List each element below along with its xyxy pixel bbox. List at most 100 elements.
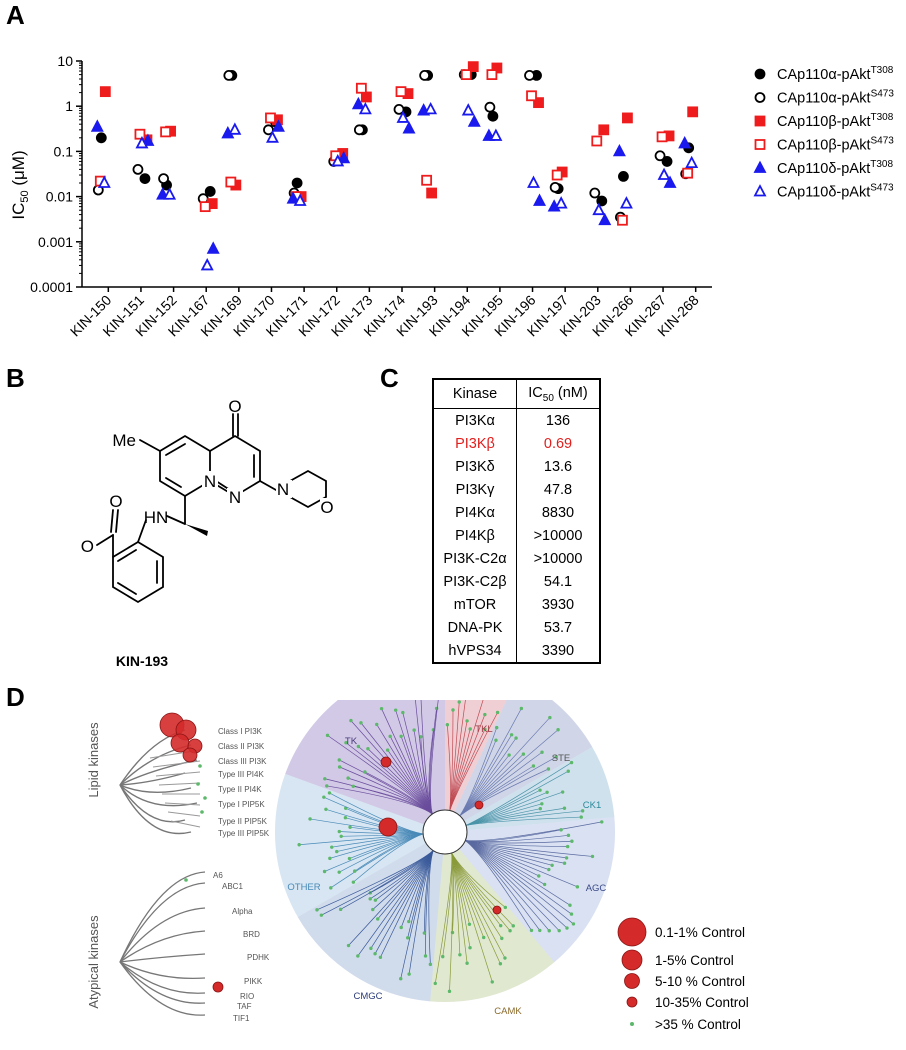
acid-carbonyl (115, 509, 119, 533)
data-point (139, 173, 151, 185)
kinase-group-label: OTHER (287, 882, 320, 893)
tree-branch (119, 961, 206, 994)
atypical-family-label: BRD (243, 930, 260, 939)
nonhit-marker (322, 869, 327, 874)
kin193-structure: O Me N N N O HN O HO KIN-193 (80, 397, 334, 669)
nonhit-marker (503, 956, 507, 960)
nonhit-marker (428, 962, 433, 967)
nonhit-marker (494, 738, 498, 742)
nonhit-marker (538, 806, 542, 811)
nonhit-marker (327, 791, 332, 795)
legend-marker (753, 184, 767, 197)
nonhit-marker (508, 929, 512, 933)
atom-label: N (277, 480, 289, 499)
data-point (656, 131, 668, 143)
nonhit-marker (445, 723, 450, 727)
nonhit-marker (356, 954, 360, 958)
nonhit-marker (344, 741, 348, 745)
kinase-group-label: STE (552, 753, 570, 764)
nonhit-marker (373, 898, 378, 902)
table-row: DNA-PK 53.7 (433, 616, 600, 639)
tree-branch (164, 802, 201, 806)
atypical-family-label: PIKK (244, 977, 263, 986)
legend-label: 5-10 % Control (655, 974, 745, 989)
data-point (291, 177, 303, 189)
nonhit-marker (547, 867, 551, 872)
header-ic50: IC50 (nM) (516, 379, 600, 409)
y-tick-label: 10 (57, 53, 73, 69)
kinase-group-sector (445, 747, 615, 832)
table-row: hVPS34 3390 (433, 639, 600, 663)
tree-branch (119, 784, 192, 794)
nonhit-marker (457, 700, 461, 704)
lipid-class-label: Type II PIP5K (218, 817, 268, 826)
data-point (591, 135, 603, 147)
nonhit-marker (550, 863, 554, 867)
kinase-group-sector (275, 773, 445, 917)
nonhit-marker (521, 752, 526, 756)
nonhit-marker (297, 843, 301, 847)
data-point (265, 130, 279, 143)
data-point (424, 101, 438, 115)
data-point (654, 150, 666, 162)
legend-label: 10-35% Control (655, 995, 749, 1010)
kinome-tree: Lipid kinases Class I PI3K Class II PI3K C… (86, 700, 749, 1032)
data-point (524, 70, 535, 81)
nonhit-marker (198, 764, 202, 768)
ic50-cell: 54.1 (543, 573, 573, 590)
nonhit-marker (319, 913, 324, 917)
nonhit-marker (368, 897, 372, 901)
ic50-cell: 53.7 (543, 619, 573, 636)
tree-branch (170, 820, 201, 828)
tree-branch (119, 961, 206, 980)
data-point (395, 86, 407, 98)
tree-center (422, 809, 468, 855)
nonhit-marker (540, 802, 544, 806)
data-point (331, 153, 345, 167)
kinase-group-label: CAMK (494, 1006, 522, 1017)
data-point (461, 103, 475, 116)
panel-label-c: C (380, 363, 399, 393)
data-point (526, 90, 537, 102)
nonhit-marker (600, 820, 604, 824)
data-point (554, 196, 568, 209)
data-point (619, 196, 633, 209)
atypical-family-label: PDHK (247, 953, 270, 962)
lipid-kinase-tree: Lipid kinases Class I PI3K Class II PI3K C… (86, 712, 270, 838)
tree-branch (119, 759, 198, 786)
nonhit-marker (412, 728, 416, 732)
nonhit-marker (483, 727, 487, 732)
data-point (353, 124, 365, 136)
table-row: PI3K-C2α >10000 (433, 547, 600, 570)
data-point (678, 136, 692, 149)
nonhit-marker (468, 727, 472, 731)
atom-label: Me (112, 431, 136, 450)
lipid-class-label: Type III PIP5K (218, 829, 270, 838)
nonhit-marker (467, 922, 472, 926)
nonhit-marker (423, 954, 428, 958)
atom-label: HO (80, 537, 94, 556)
nonhit-marker (347, 856, 352, 861)
data-point (402, 121, 416, 134)
tree-branch (119, 953, 206, 963)
kinase-cell: PI3K-C2β (433, 570, 517, 593)
kinase-cell: PI3Kδ (433, 455, 517, 478)
data-point (99, 86, 111, 98)
nonhit-marker (511, 924, 515, 928)
nonhit-marker (441, 954, 445, 959)
y-tick-label: 1 (65, 98, 73, 114)
nonhit-marker (322, 795, 326, 799)
data-point (549, 181, 561, 193)
nonhit-marker (337, 758, 341, 762)
atom-label: N (229, 488, 241, 507)
nonhit-marker (556, 728, 560, 732)
data-point (460, 69, 472, 81)
nonhit-marker (337, 829, 342, 834)
atypical-family-label: ABC1 (222, 882, 243, 891)
legend-label: 0.1-1% Control (655, 925, 745, 940)
data-point (484, 101, 496, 113)
nonhit-marker (351, 784, 355, 788)
table-header-row: Kinase IC50 (nM) (433, 379, 600, 409)
data-point (426, 187, 438, 199)
nonhit-marker (379, 706, 384, 711)
